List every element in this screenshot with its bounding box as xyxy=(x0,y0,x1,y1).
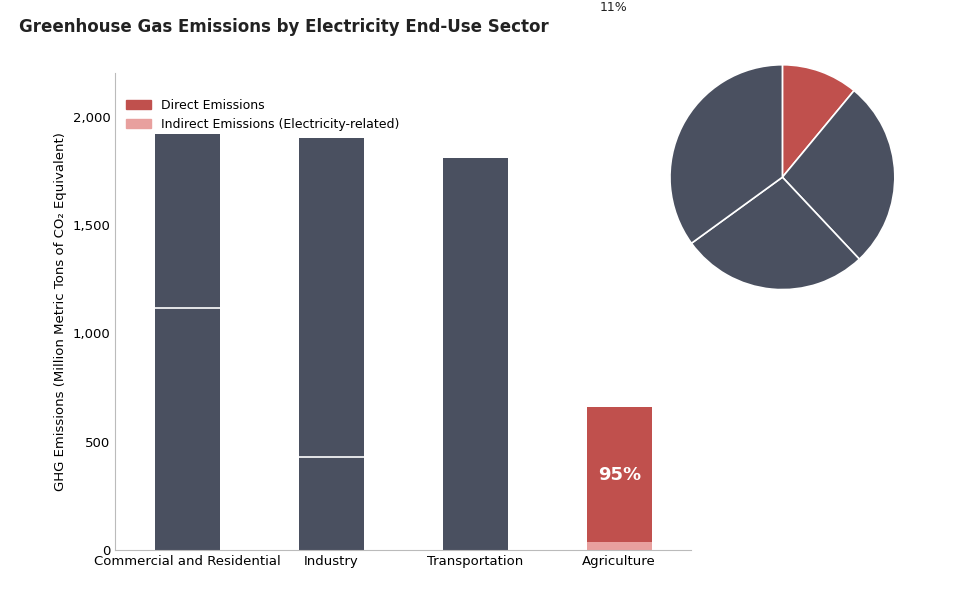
Bar xyxy=(443,158,508,550)
Wedge shape xyxy=(782,90,895,259)
Bar xyxy=(299,138,364,550)
Bar xyxy=(587,543,652,550)
Bar xyxy=(155,134,220,550)
Wedge shape xyxy=(691,177,859,290)
Text: 95%: 95% xyxy=(598,466,640,484)
Wedge shape xyxy=(782,65,854,177)
Text: Greenhouse Gas Emissions by Electricity End-Use Sector: Greenhouse Gas Emissions by Electricity … xyxy=(19,18,549,36)
Wedge shape xyxy=(670,65,782,243)
Bar xyxy=(587,407,652,543)
Y-axis label: GHG Emissions (Million Metric Tons of CO₂ Equivalent): GHG Emissions (Million Metric Tons of CO… xyxy=(54,132,67,491)
Text: Agriculture
11%: Agriculture 11% xyxy=(600,0,668,14)
Legend: Direct Emissions, Indirect Emissions (Electricity-related): Direct Emissions, Indirect Emissions (El… xyxy=(122,94,405,136)
